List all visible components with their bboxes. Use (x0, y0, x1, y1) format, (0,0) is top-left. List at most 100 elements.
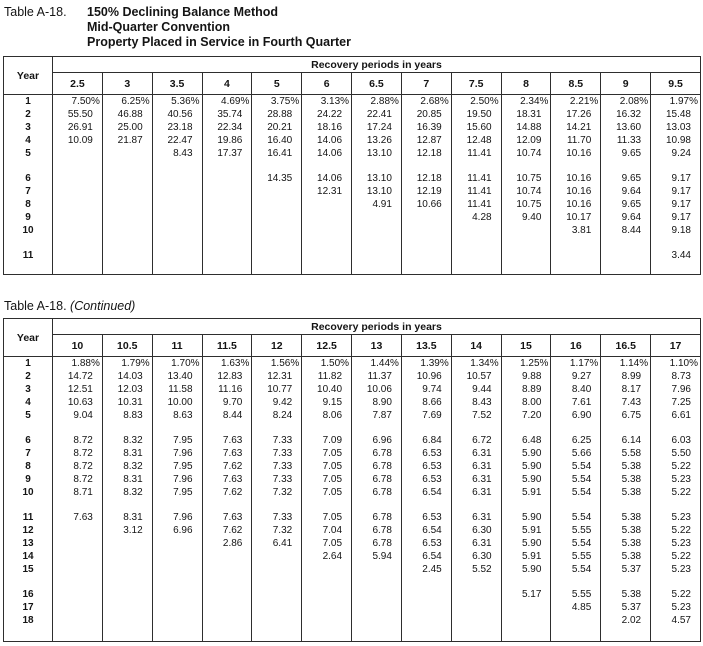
value-cell: 10.96 (400, 370, 452, 383)
value-cell (52, 198, 103, 211)
spacer-cell (400, 160, 452, 172)
value-cell: 2.64 (301, 550, 353, 563)
value-cell (251, 185, 303, 198)
value-cell (201, 185, 253, 198)
value-cell: 1.88% (52, 356, 103, 370)
value-cell: 7.05 (301, 447, 353, 460)
table-row: 6 8.72 8.32 7.95 7.63 7.33 7.09 6.96 6.84 6.72 6.4… (3, 434, 701, 447)
spacer-row (3, 160, 701, 172)
value-cell (101, 563, 153, 576)
value-cell: 21.87 (101, 134, 153, 147)
table-row: 12 3.12 6.96 7.62 7.32 7.04 6.78 6.54 6.30 5.91 5.… (3, 524, 701, 537)
year-cell: 8 (3, 198, 53, 211)
value-cell: 10.77 (251, 383, 303, 396)
year-cell: 2 (3, 108, 53, 121)
value-cell: 22.41 (351, 108, 402, 121)
value-cell: 7.05 (301, 473, 353, 486)
table-row: 8 8.72 8.32 7.95 7.62 7.33 7.05 6.78 6.53 6.31 5.9… (3, 460, 701, 473)
value-cell: 6.31 (450, 486, 502, 499)
value-cell: 7.69 (400, 409, 452, 422)
table-row: 1 7.50% 6.25% 5.36% 4.69% 3.75% 3.13% 2.88% 2.68… (3, 94, 701, 108)
spacer-cell (450, 237, 502, 249)
spacer-cell (52, 160, 103, 172)
value-cell: 5.38 (600, 473, 652, 486)
value-cell: 5.38 (600, 537, 652, 550)
value-cell: 6.54 (400, 550, 452, 563)
header-row-span: Year Recovery periods in years (3, 318, 701, 357)
value-cell: 9.65 (600, 147, 652, 160)
value-cell (101, 249, 153, 262)
table-row: 4 10.09 21.87 22.47 19.86 16.40 14.06 13.26 12.8… (3, 134, 701, 147)
value-cell: 5.23 (650, 537, 701, 550)
value-cell (351, 588, 402, 601)
value-cell: 8.99 (600, 370, 652, 383)
value-cell: 1.39% (400, 356, 452, 370)
value-cell: 7.05 (301, 537, 353, 550)
spacer-cell (251, 627, 303, 642)
table-row: 16 5.17 5.55 5.38 5.22 (3, 588, 701, 601)
spacer-cell (151, 499, 203, 511)
value-cell: 9.17 (650, 185, 701, 198)
spacer-cell (301, 576, 353, 588)
period-column-header: 7.5 (450, 72, 502, 95)
spacer-cell (151, 627, 203, 642)
spacer-row (3, 627, 701, 642)
value-cell: 10.16 (550, 198, 602, 211)
value-cell: 8.72 (52, 460, 103, 473)
spacer-cell (52, 499, 103, 511)
value-cell: 8.40 (550, 383, 602, 396)
spacer-cell (600, 627, 652, 642)
value-cell: 8.72 (52, 473, 103, 486)
value-cell (450, 249, 502, 262)
value-cell: 7.32 (251, 524, 303, 537)
value-cell (251, 249, 303, 262)
value-cell: 40.56 (151, 108, 203, 121)
value-cell (52, 588, 103, 601)
period-column-header: 13 (351, 334, 402, 357)
value-cell: 1.34% (450, 356, 502, 370)
period-column-header: 10 (52, 334, 103, 357)
value-cell: 14.03 (101, 370, 153, 383)
value-cell (400, 211, 452, 224)
value-cell (301, 224, 353, 237)
spacer-cell (500, 576, 552, 588)
value-cell: 10.16 (550, 147, 602, 160)
period-column-header: 3 (101, 72, 153, 95)
spacer-cell (3, 627, 53, 642)
value-cell: 8.17 (600, 383, 652, 396)
value-cell: 6.31 (450, 447, 502, 460)
value-cell: 5.38 (600, 524, 652, 537)
value-cell (151, 563, 203, 576)
value-cell: 1.10% (650, 356, 701, 370)
value-cell: 11.41 (450, 172, 502, 185)
spacer-cell (550, 499, 602, 511)
value-cell: 7.33 (251, 511, 303, 524)
value-cell: 6.78 (351, 486, 402, 499)
year-cell: 4 (3, 134, 53, 147)
value-cell (301, 211, 353, 224)
year-cell: 9 (3, 211, 53, 224)
value-cell (151, 550, 203, 563)
table-row: 3 12.51 12.03 11.58 11.16 10.77 10.40 10.06 9.74… (3, 383, 701, 396)
spacer-cell (52, 576, 103, 588)
spacer-cell (351, 262, 402, 275)
table-row: 4 10.63 10.31 10.00 9.70 9.42 9.15 8.90 8.66 8.43… (3, 396, 701, 409)
value-cell: 7.32 (251, 486, 303, 499)
spacer-cell (500, 262, 552, 275)
value-cell: 6.78 (351, 537, 402, 550)
value-cell: 14.06 (301, 147, 353, 160)
spacer-cell (351, 160, 402, 172)
value-cell: 10.63 (52, 396, 103, 409)
spacer-cell (550, 160, 602, 172)
value-cell: 5.91 (500, 486, 552, 499)
value-cell: 17.37 (201, 147, 253, 160)
value-cell: 12.31 (301, 185, 353, 198)
value-cell: 9.17 (650, 211, 701, 224)
value-cell: 23.18 (151, 121, 203, 134)
value-cell: 5.54 (550, 473, 602, 486)
value-cell: 9.40 (500, 211, 552, 224)
value-cell: 5.37 (600, 601, 652, 614)
value-cell: 7.50% (52, 94, 103, 108)
value-cell: 7.52 (450, 409, 502, 422)
table1-title-line2: Mid-Quarter Convention (87, 20, 231, 34)
